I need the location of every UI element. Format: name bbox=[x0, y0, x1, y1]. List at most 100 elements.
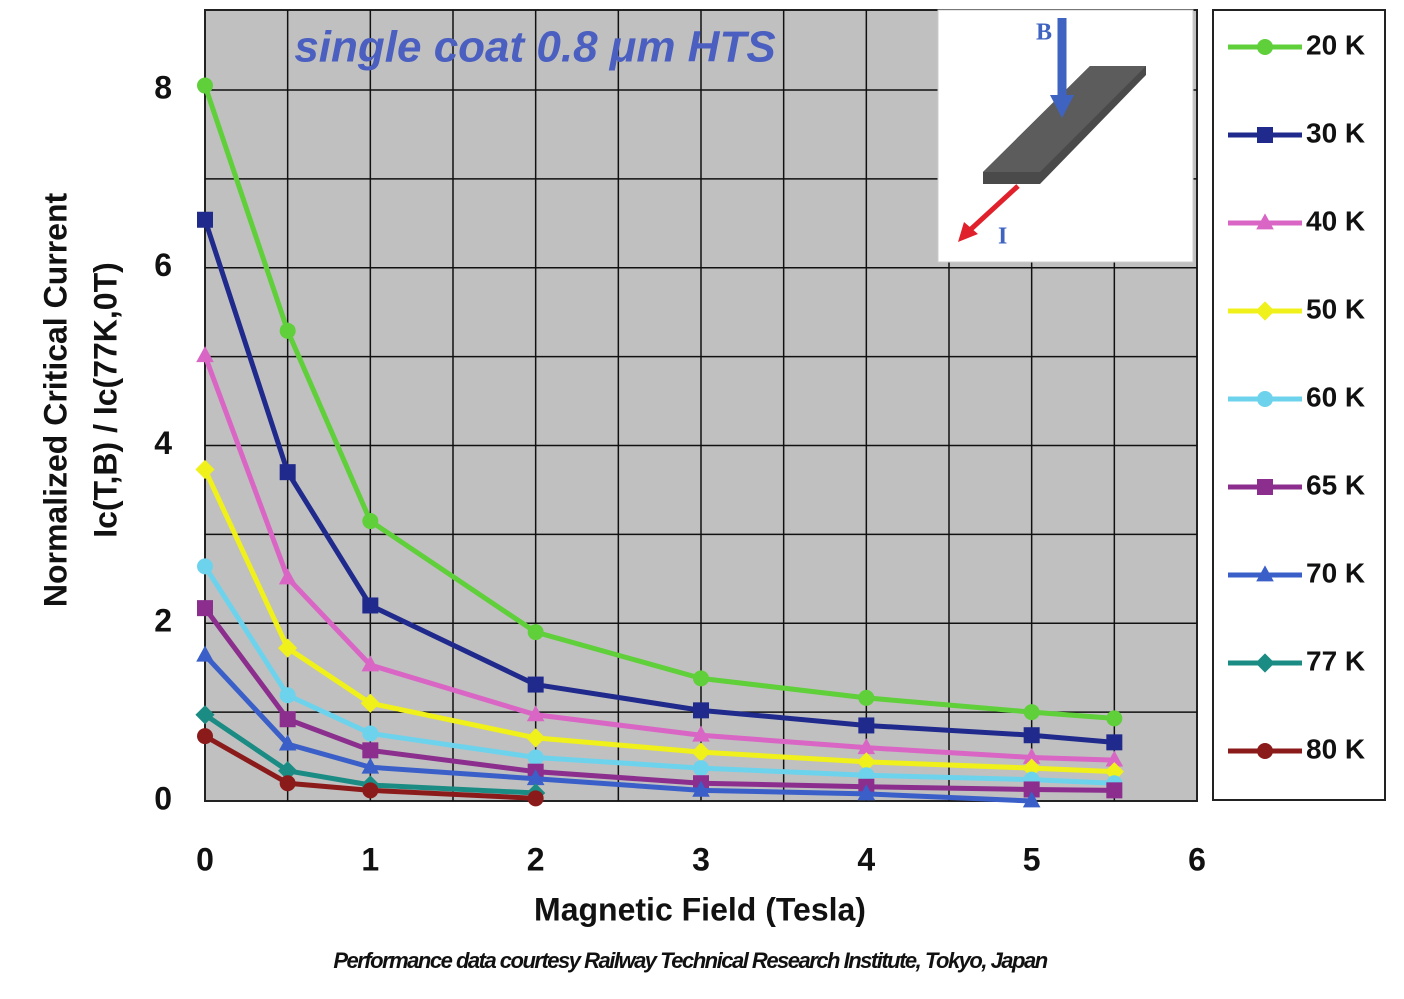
marker bbox=[1022, 758, 1042, 778]
marker bbox=[1105, 750, 1124, 767]
marker bbox=[858, 717, 875, 734]
x-tick-label: 2 bbox=[527, 841, 545, 877]
marker bbox=[197, 77, 213, 94]
marker bbox=[692, 780, 710, 797]
marker bbox=[857, 738, 876, 755]
marker bbox=[1106, 710, 1123, 727]
marker bbox=[1255, 301, 1275, 321]
marker bbox=[1022, 791, 1041, 808]
legend-label: 65 K bbox=[1306, 469, 1365, 500]
marker bbox=[692, 725, 710, 742]
legend-label: 20 K bbox=[1306, 29, 1365, 60]
x-axis-label: Magnetic Field (Tesla) bbox=[534, 891, 866, 927]
marker bbox=[527, 624, 544, 641]
marker bbox=[526, 728, 546, 748]
x-tick-label: 3 bbox=[692, 841, 710, 877]
marker bbox=[361, 655, 380, 672]
marker bbox=[693, 670, 709, 687]
marker bbox=[1257, 127, 1273, 143]
marker bbox=[195, 459, 215, 480]
inset-label: I bbox=[998, 224, 1007, 250]
marker bbox=[1256, 565, 1274, 582]
legend-label: 50 K bbox=[1306, 293, 1365, 324]
x-tick-label: 6 bbox=[1188, 841, 1206, 877]
marker bbox=[693, 760, 709, 777]
legend-label: 40 K bbox=[1306, 205, 1365, 236]
marker bbox=[1023, 727, 1040, 744]
marker bbox=[278, 638, 298, 658]
marker bbox=[278, 761, 298, 781]
marker bbox=[279, 464, 296, 481]
marker bbox=[856, 752, 876, 772]
marker bbox=[527, 676, 544, 693]
marker bbox=[1257, 39, 1273, 55]
legend-label: 70 K bbox=[1306, 557, 1365, 588]
marker bbox=[526, 705, 545, 722]
marker bbox=[1255, 653, 1275, 673]
tape-top bbox=[983, 66, 1146, 172]
series-line bbox=[202, 84, 1115, 721]
chart-title: single coat 0.8 μm HTS bbox=[294, 23, 775, 72]
marker bbox=[195, 705, 215, 725]
marker bbox=[362, 597, 379, 614]
y-axis-label: Normalized Critical Current bbox=[37, 193, 73, 608]
x-tick-label: 0 bbox=[196, 841, 214, 877]
marker bbox=[526, 769, 545, 786]
marker bbox=[1106, 734, 1123, 751]
marker bbox=[362, 513, 379, 530]
marker bbox=[279, 687, 296, 704]
marker bbox=[360, 693, 380, 713]
y-tick-label: 2 bbox=[154, 603, 172, 639]
marker bbox=[1104, 762, 1124, 782]
marker bbox=[279, 711, 296, 728]
marker bbox=[197, 728, 213, 745]
b-arrowhead bbox=[1050, 95, 1074, 118]
legend-label: 80 K bbox=[1306, 733, 1365, 764]
y-tick-label: 6 bbox=[154, 247, 172, 283]
marker bbox=[1023, 704, 1040, 721]
x-tick-label: 1 bbox=[361, 841, 379, 877]
marker bbox=[858, 689, 875, 706]
marker bbox=[1256, 213, 1274, 230]
marker bbox=[1257, 391, 1273, 407]
marker bbox=[278, 568, 297, 585]
legend-label: 77 K bbox=[1306, 645, 1365, 676]
i-arrowhead bbox=[958, 222, 978, 242]
legend bbox=[1212, 9, 1386, 801]
legend-label: 30 K bbox=[1306, 117, 1365, 148]
marker bbox=[691, 742, 711, 762]
y-tick-label: 0 bbox=[154, 780, 172, 816]
marker bbox=[197, 600, 213, 617]
marker bbox=[362, 742, 379, 759]
marker bbox=[362, 725, 379, 742]
inset-label: B bbox=[1036, 20, 1052, 46]
marker bbox=[362, 782, 379, 799]
legend-label: 60 K bbox=[1306, 381, 1365, 412]
marker bbox=[1257, 743, 1273, 759]
marker bbox=[1257, 479, 1273, 495]
i-arrow bbox=[968, 184, 1020, 232]
marker bbox=[279, 322, 296, 339]
y-tick-label: 4 bbox=[154, 425, 172, 461]
marker bbox=[279, 775, 296, 792]
series-line bbox=[203, 733, 536, 801]
series-line bbox=[202, 565, 1115, 786]
x-tick-label: 5 bbox=[1023, 841, 1041, 877]
marker bbox=[527, 790, 544, 807]
marker bbox=[197, 211, 213, 228]
marker bbox=[197, 558, 213, 575]
x-tick-label: 4 bbox=[857, 841, 875, 877]
series-line bbox=[202, 606, 1115, 793]
marker bbox=[693, 702, 709, 719]
marker bbox=[196, 645, 214, 662]
series-line bbox=[202, 354, 1115, 763]
marker bbox=[1023, 781, 1040, 798]
marker bbox=[278, 734, 297, 751]
marker bbox=[1022, 747, 1041, 764]
y-tick-label: 8 bbox=[154, 69, 172, 105]
series-line bbox=[202, 218, 1115, 745]
marker bbox=[361, 757, 380, 774]
marker bbox=[1106, 782, 1123, 799]
series-line bbox=[203, 712, 536, 796]
